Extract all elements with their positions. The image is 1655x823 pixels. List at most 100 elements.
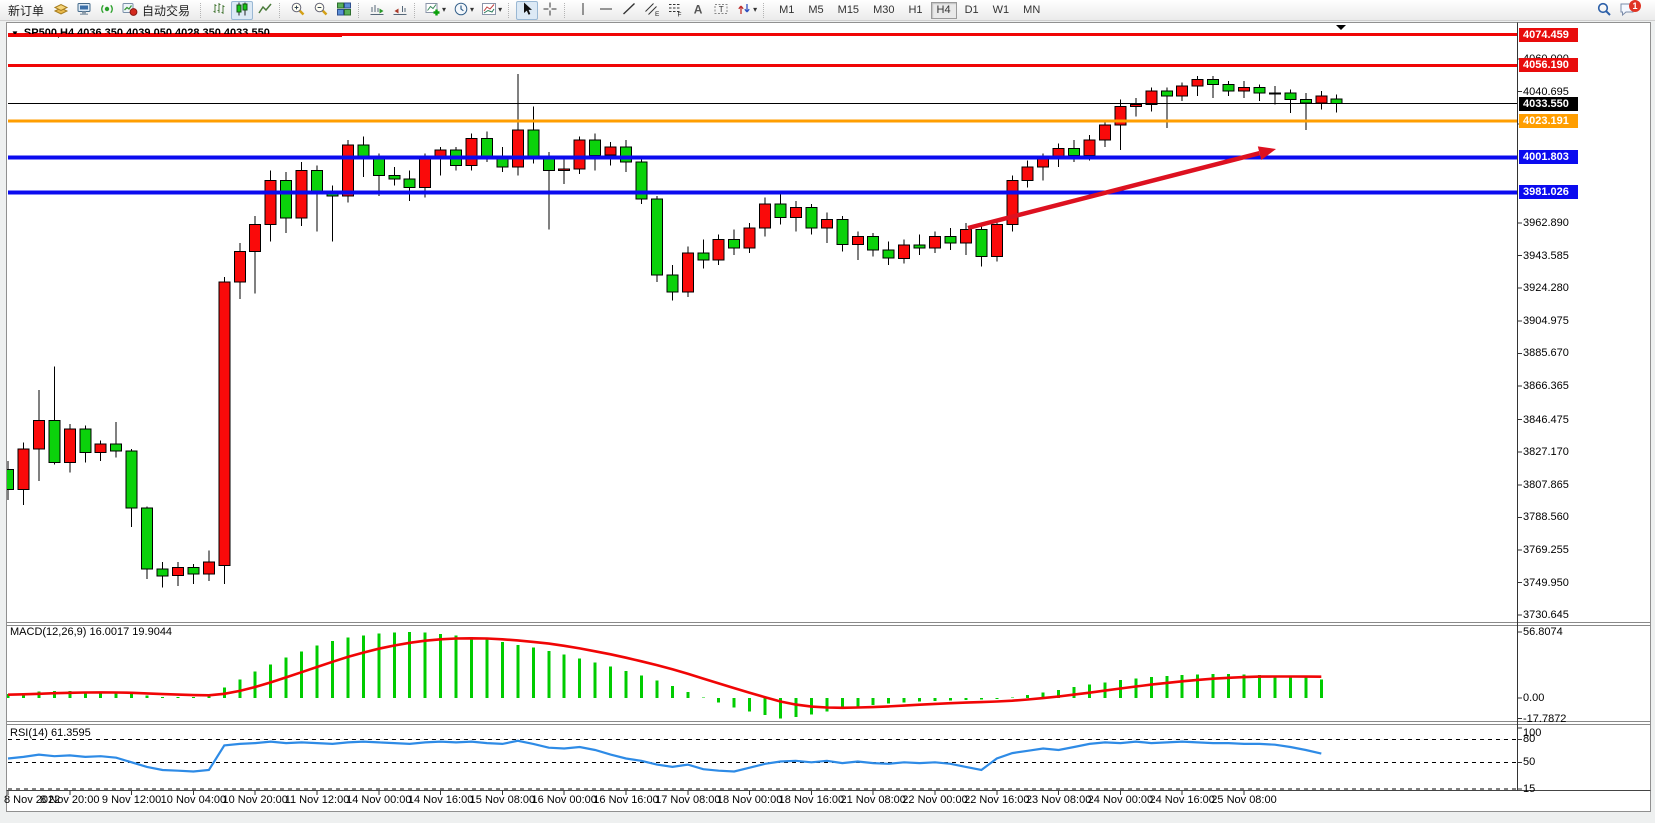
horizontal-line-button[interactable] <box>595 1 617 20</box>
zoom-out-button[interactable] <box>310 1 332 20</box>
fibonacci-button[interactable]: F <box>664 1 686 20</box>
rsi-axis-15: 15 <box>1523 783 1536 796</box>
chevron-down-icon: ▾ <box>498 5 503 14</box>
timeframe-m1-button[interactable]: M1 <box>779 4 795 16</box>
trend-arrow[interactable] <box>967 146 1276 231</box>
chart-window-frame <box>6 22 1651 812</box>
horizontal-lines[interactable] <box>8 33 1517 195</box>
trendline-button[interactable] <box>618 1 640 20</box>
time-label-3: 10 Nov 04:00 <box>160 794 227 806</box>
price-tick-3943.585: 3943.585 <box>1523 249 1569 262</box>
indicators-icon <box>425 1 441 20</box>
notifications-button[interactable]: 1 <box>1616 0 1641 20</box>
timeframe-mn-button[interactable]: MN <box>1023 4 1041 16</box>
chart-shift-button[interactable] <box>389 1 411 20</box>
cursor-button[interactable] <box>516 0 539 20</box>
chart-title: ▼ SP500,H4 4036.350 4039.050 4028.350 403… <box>11 27 270 39</box>
new-order-button[interactable]: 新订单 <box>8 3 45 18</box>
vertical-line-icon <box>575 1 591 20</box>
candlestick-chart-button[interactable] <box>231 0 254 20</box>
toolbar-grip <box>763 2 767 18</box>
price-tick-3962.890: 3962.890 <box>1523 217 1569 229</box>
text-icon: A <box>690 1 706 20</box>
time-label-17: 23 Nov 08:00 <box>1025 794 1092 806</box>
chevron-down-icon: ▾ <box>753 5 758 14</box>
price-tick-3788.560: 3788.560 <box>1523 511 1569 524</box>
time-label-12: 18 Nov 00:00 <box>716 794 783 806</box>
svg-text:E: E <box>655 11 660 17</box>
signals-button[interactable] <box>96 1 118 20</box>
template-icon <box>481 1 497 20</box>
price-badge-4033.550: 4033.550 <box>1519 96 1578 111</box>
pane-borders <box>6 22 1651 795</box>
auto-scroll-icon <box>369 1 385 20</box>
price-badge-4074.459: 4074.459 <box>1519 27 1578 42</box>
time-label-2: 9 Nov 12:00 <box>101 794 162 806</box>
indicators-button[interactable]: ▾ <box>422 1 449 20</box>
templates-button[interactable]: ▾ <box>478 1 505 20</box>
time-label-9: 16 Nov 00:00 <box>531 794 597 806</box>
resistance-line-overlay[interactable] <box>8 34 342 37</box>
text-button[interactable]: A <box>687 1 709 20</box>
time-label-19: 24 Nov 16:00 <box>1149 794 1215 806</box>
timeframe-m5-button[interactable]: M5 <box>808 4 824 16</box>
price-tick-3827.170: 3827.170 <box>1523 446 1569 459</box>
bar-chart-button[interactable] <box>208 1 230 20</box>
timeframe-w1-button[interactable]: W1 <box>992 4 1010 16</box>
time-label-5: 11 Nov 12:00 <box>284 794 350 806</box>
macd-axis-0.00: 0.00 <box>1523 692 1545 704</box>
macd-axis-56.8074: 56.8074 <box>1523 626 1563 638</box>
auto-scroll-button[interactable] <box>366 1 388 20</box>
equidistant-channel-button[interactable]: E <box>641 1 663 20</box>
charts-profile-button[interactable] <box>50 1 72 20</box>
timeframe-m15-button[interactable]: M15 <box>837 4 860 16</box>
time-label-15: 22 Nov 00:00 <box>902 794 968 806</box>
price-tick-3807.865: 3807.865 <box>1523 478 1569 491</box>
price-badge-4001.803: 4001.803 <box>1519 150 1578 165</box>
chart-ohlc-readout: SP500,H4 4036.350 4039.050 4028.350 4033… <box>23 27 270 39</box>
profile-icon <box>53 1 69 20</box>
price-tick-3769.255: 3769.255 <box>1523 544 1569 556</box>
timeframe-d1-button[interactable]: D1 <box>964 4 979 16</box>
toolbar-grip <box>564 2 568 18</box>
time-label-13: 18 Nov 16:00 <box>778 794 845 806</box>
text-label-button[interactable]: T <box>710 1 732 20</box>
toolbar-grip <box>200 2 204 18</box>
search-button[interactable] <box>1593 1 1615 20</box>
timeframe-h1-button[interactable]: H1 <box>908 4 923 16</box>
time-label-4: 10 Nov 20:00 <box>222 794 288 806</box>
time-label-10: 16 Nov 16:00 <box>593 794 659 806</box>
scroll-to-end-marker[interactable] <box>1336 25 1346 30</box>
price-tick-3885.670: 3885.670 <box>1523 347 1569 360</box>
toolbar-grip <box>358 2 362 18</box>
price-badge-4023.191: 4023.191 <box>1519 114 1578 129</box>
periods-button[interactable]: ▾ <box>450 1 477 20</box>
zoom-in-button[interactable] <box>287 1 309 20</box>
toolbar: 新订单 自动交易 ▾ ▾ ▾ E F A T ▾ M <box>0 0 1655 21</box>
timeframe-m30-button[interactable]: M30 <box>873 4 895 16</box>
time-label-11: 17 Nov 08:00 <box>655 794 721 806</box>
price-tick-3904.975: 3904.975 <box>1523 314 1569 327</box>
rsi-indicator-label: RSI(14) 61.3595 <box>10 727 91 739</box>
crosshair-button[interactable] <box>539 1 561 20</box>
rsi-axis-50: 50 <box>1523 756 1536 769</box>
search-icon <box>1596 1 1612 20</box>
time-label-1: 8 Nov 20:00 <box>40 794 100 806</box>
tile-windows-button[interactable] <box>333 1 355 20</box>
price-tick-4040.695: 4040.695 <box>1523 85 1569 98</box>
arrows-button[interactable]: ▾ <box>733 1 760 20</box>
timeframe-h4-button[interactable]: H4 <box>930 1 957 19</box>
time-label-14: 21 Nov 08:00 <box>840 794 906 806</box>
chart-menu-icon[interactable]: ▼ <box>11 28 19 38</box>
vertical-line-button[interactable] <box>572 1 594 20</box>
macd-pane <box>7 632 1323 719</box>
market-watch-button[interactable] <box>73 1 95 20</box>
signal-icon <box>99 1 115 20</box>
trendline-icon <box>621 1 637 20</box>
time-label-6: 14 Nov 00:00 <box>346 794 412 806</box>
rsi-axis-100: 100 <box>1523 727 1542 739</box>
svg-text:F: F <box>678 11 682 17</box>
line-chart-button[interactable] <box>254 1 276 20</box>
autotrading-button[interactable]: 自动交易 <box>119 1 197 20</box>
